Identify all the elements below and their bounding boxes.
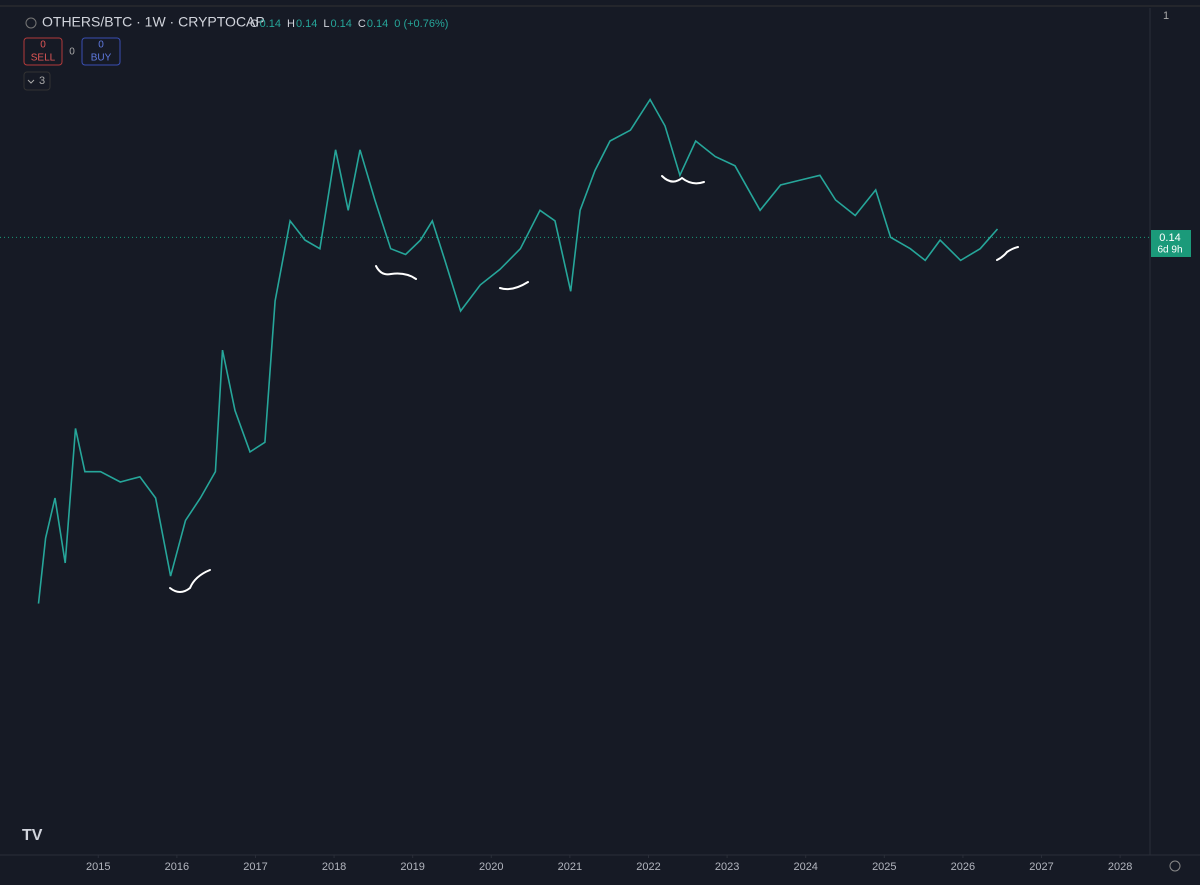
x-tick-label: 2017 (243, 861, 267, 873)
ohlc-value: 0.14 (260, 18, 281, 30)
x-tick-label: 2015 (86, 861, 110, 873)
symbol: OTHERS/BTC · 1W · CRYPTOCAP (42, 14, 265, 30)
ohlc-value: 0.14 (367, 18, 388, 30)
last-price-label: 0.14 (1159, 232, 1180, 244)
annotations (169, 175, 1019, 593)
buy-label: BUY (91, 53, 112, 64)
sell-label: SELL (31, 53, 56, 64)
ohlc-key: C (358, 18, 366, 30)
x-tick-label: 2016 (165, 861, 189, 873)
change: 0 (+0.76%) (394, 18, 448, 30)
x-tick-label: 2024 (793, 861, 817, 873)
price-line (37, 97, 999, 604)
sell-button[interactable] (23, 37, 63, 66)
ohlc-key: L (323, 18, 329, 30)
x-tick-label: 2028 (1108, 861, 1132, 873)
sell-qty: 0 (40, 40, 46, 51)
x-tick-label: 2018 (322, 861, 346, 873)
symbol-icon (25, 17, 37, 29)
x-tick-label: 2020 (479, 861, 503, 873)
x-tick-label: 2023 (715, 861, 739, 873)
ohlc-key: O (250, 18, 259, 30)
ohlc-value: 0.14 (296, 18, 317, 30)
corner-number: 1 (1163, 10, 1169, 22)
last-price-badge (1151, 230, 1191, 257)
settings-icon[interactable] (1169, 860, 1181, 872)
logo: TV (22, 827, 43, 844)
ohlc-key: H (287, 18, 295, 30)
buy-qty: 0 (98, 40, 104, 51)
spread: 0 (69, 47, 75, 58)
countdown: 6d 9h (1157, 245, 1182, 256)
ohlc: O 0.14 H 0.14 L 0.14 C 0.14 0 (+0.76%) (250, 18, 448, 30)
x-tick-label: 2027 (1029, 861, 1053, 873)
buy-button[interactable] (81, 37, 121, 66)
indicator-toggle[interactable] (23, 71, 51, 91)
ohlc-value: 0.14 (330, 18, 351, 30)
indicator-count: 3 (39, 75, 45, 87)
x-tick-label: 2026 (951, 861, 975, 873)
x-tick-label: 2022 (636, 861, 660, 873)
chevron (27, 79, 35, 84)
x-tick-label: 2021 (558, 861, 582, 873)
x-tick-label: 2019 (400, 861, 424, 873)
x-tick-label: 2025 (872, 861, 896, 873)
